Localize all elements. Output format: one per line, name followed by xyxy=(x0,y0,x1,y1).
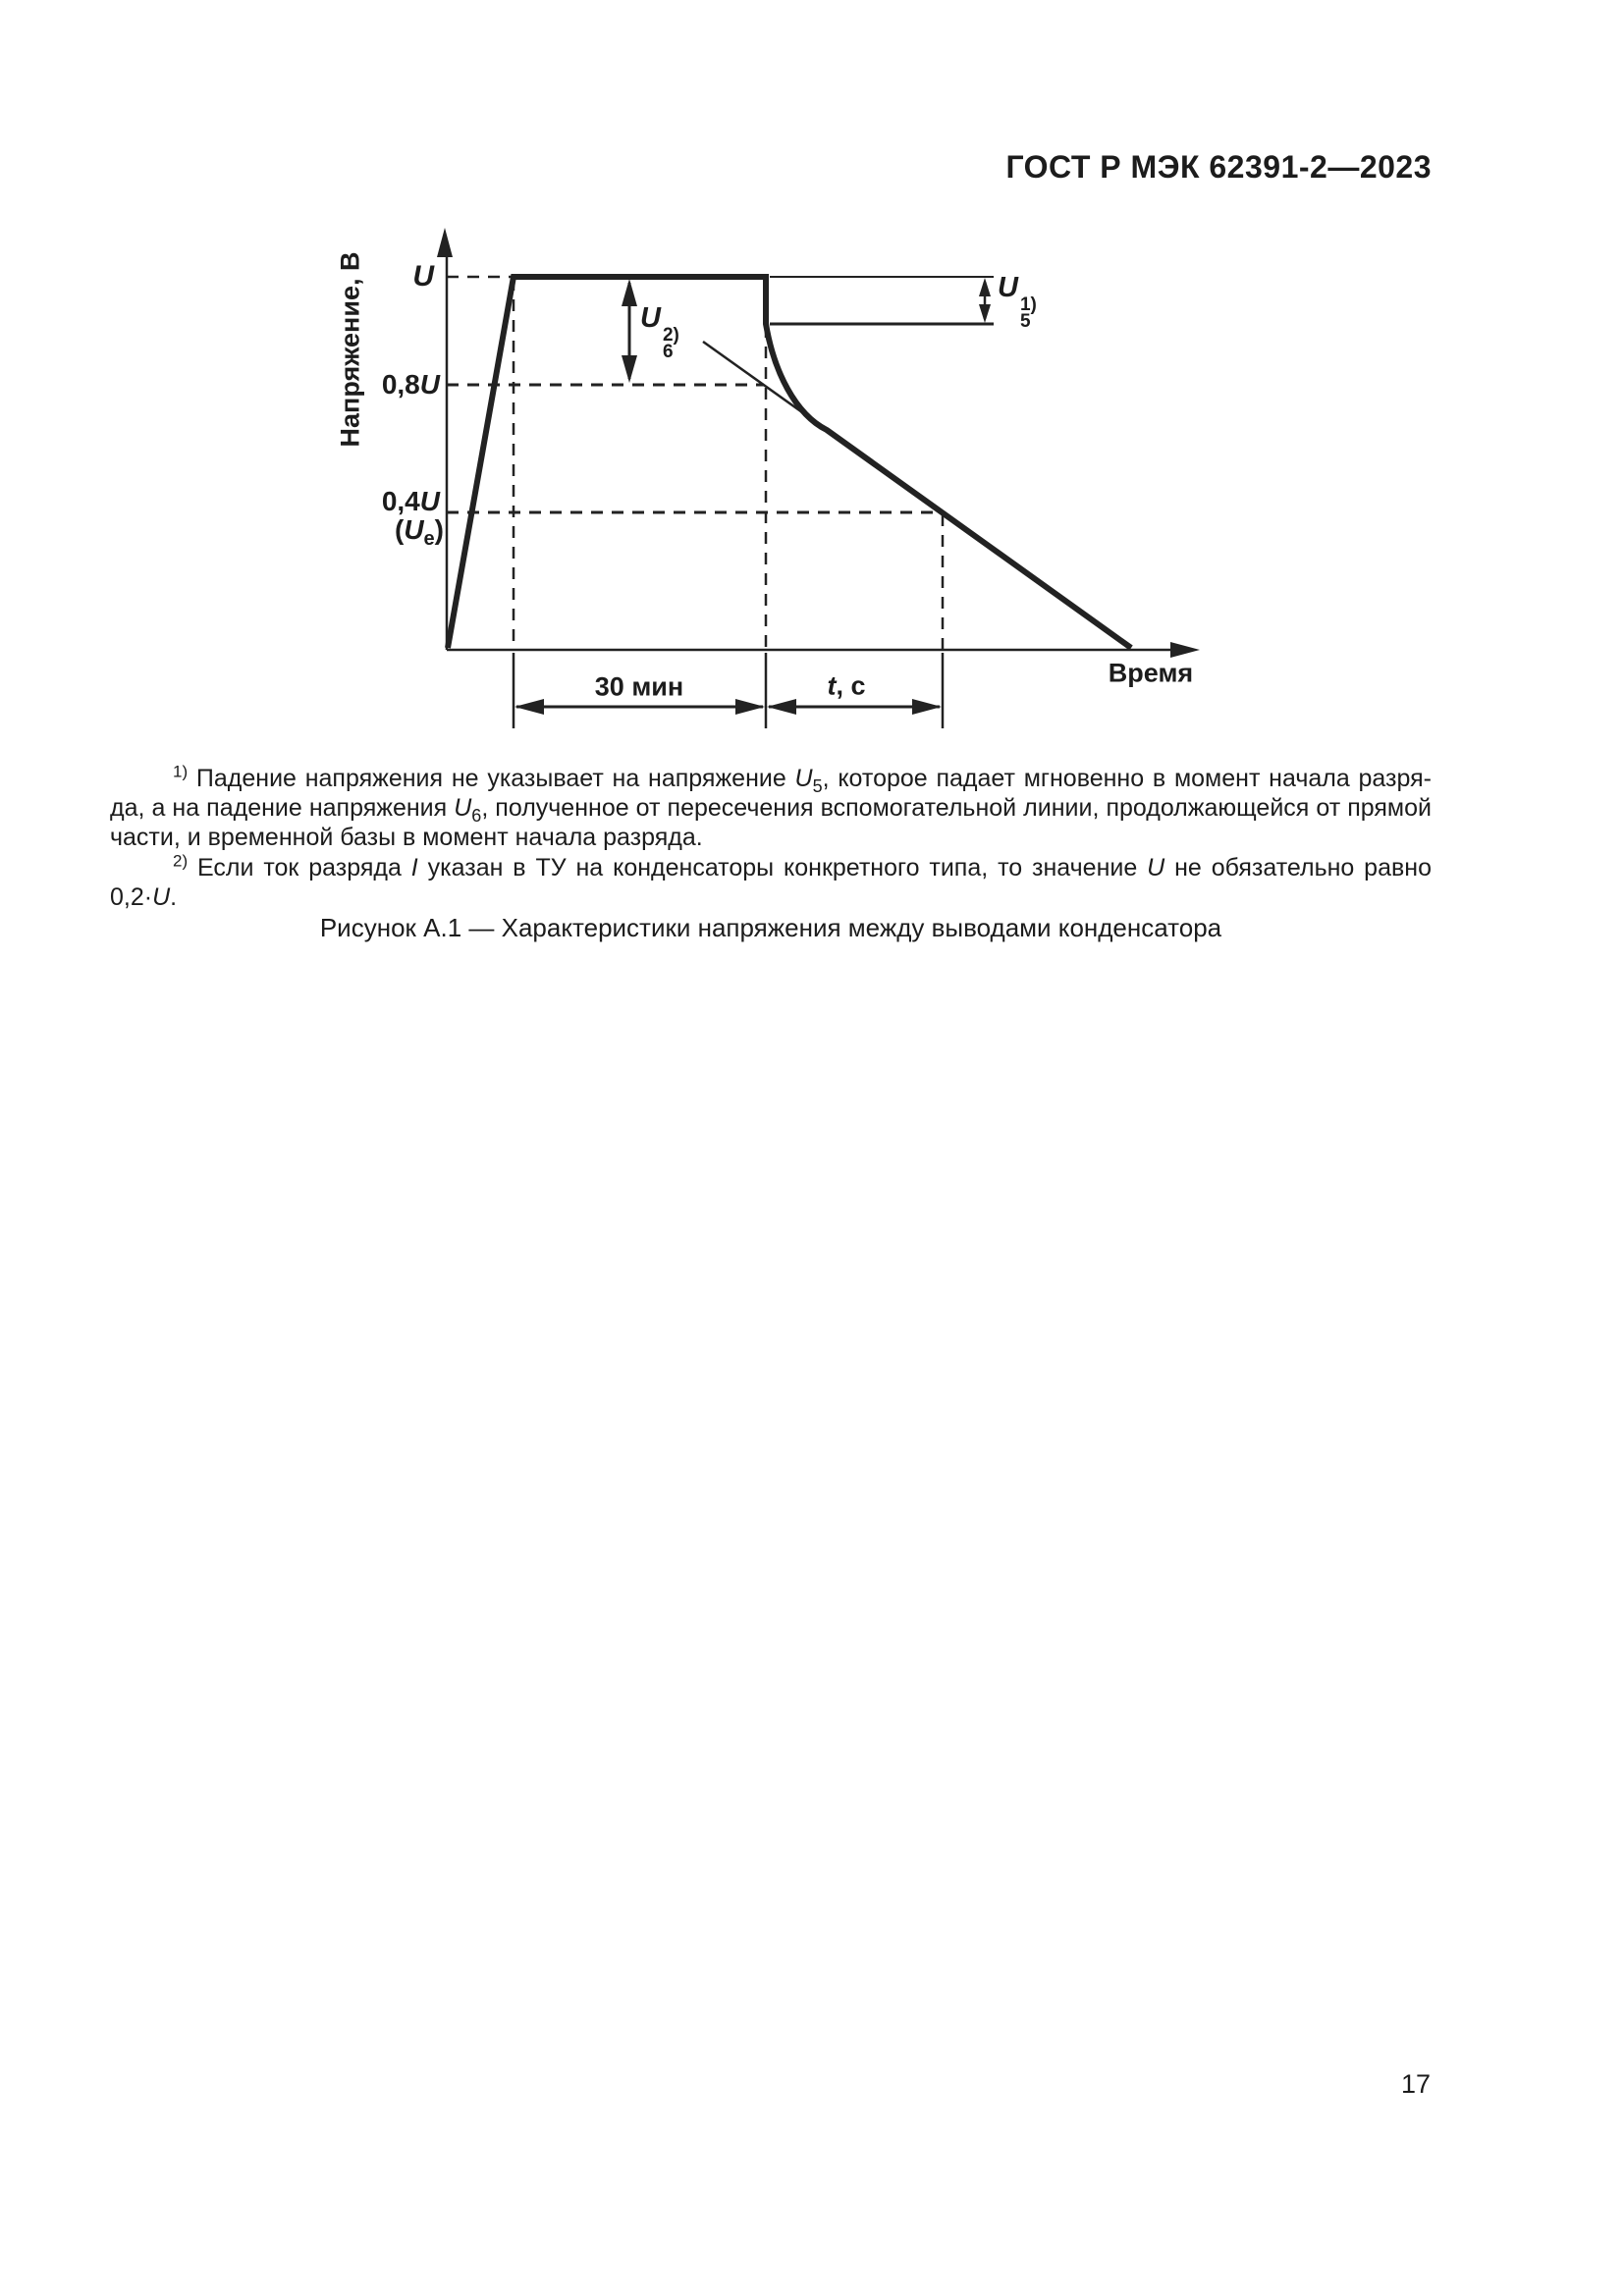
dim-30min-arrow-right-icon xyxy=(735,699,765,715)
auxiliary-line xyxy=(702,340,831,434)
y-axis-title: Напряжение, В xyxy=(335,251,365,448)
tick-label-ue: (Uе) xyxy=(394,514,444,550)
tick-label-u: U xyxy=(412,260,434,293)
dim-tc-arrow-right-icon xyxy=(912,699,942,715)
document-header: ГОСТ Р МЭК 62391-2—2023 xyxy=(1005,149,1432,185)
voltage-curve xyxy=(445,274,1133,651)
u5-annotation: U 1) 5 xyxy=(998,272,1037,332)
tick-label-08u: 0,8U xyxy=(381,369,440,400)
x-axis-title: Время xyxy=(1108,658,1194,688)
footnote-2-line-1: 2) Если ток разряда I указан в ТУ на кон… xyxy=(173,851,1432,881)
footnote-2-line-2: 0,2·U. xyxy=(110,883,178,911)
dim-30min-arrow-left-icon xyxy=(514,699,544,715)
u6-arrow-up-icon xyxy=(622,279,637,306)
u5-arrow-down-icon xyxy=(979,304,991,323)
x-axis-arrow-icon xyxy=(1170,642,1200,658)
dim-label-tc: t, с xyxy=(827,670,866,701)
page-number: 17 xyxy=(1400,2069,1431,2099)
figure-a1-plot xyxy=(437,228,1200,728)
footnote-1-line-3: части, и временной базы в момент начала … xyxy=(110,824,703,851)
u6-arrow-down-icon xyxy=(622,355,637,383)
u6-annotation: U 2) 6 xyxy=(640,302,679,362)
u5-arrow-up-icon xyxy=(979,278,991,296)
figure-a1: Напряжение, В Время U 0,8U 0,4U (Uе) U 1)… xyxy=(0,0,1624,756)
dim-tc-arrow-left-icon xyxy=(767,699,796,715)
footnote-1-line-2: да, а на падение напряжения U6, полученн… xyxy=(110,794,1432,826)
y-axis-arrow-icon xyxy=(437,228,453,257)
footnote-1-line-1: 1) Падение напряжения не указывает на на… xyxy=(173,762,1432,796)
figure-caption: Рисунок А.1 — Характеристики напряжения … xyxy=(319,913,1222,942)
dim-label-30min: 30 мин xyxy=(594,671,684,702)
tick-label-04u: 0,4U xyxy=(381,486,440,516)
